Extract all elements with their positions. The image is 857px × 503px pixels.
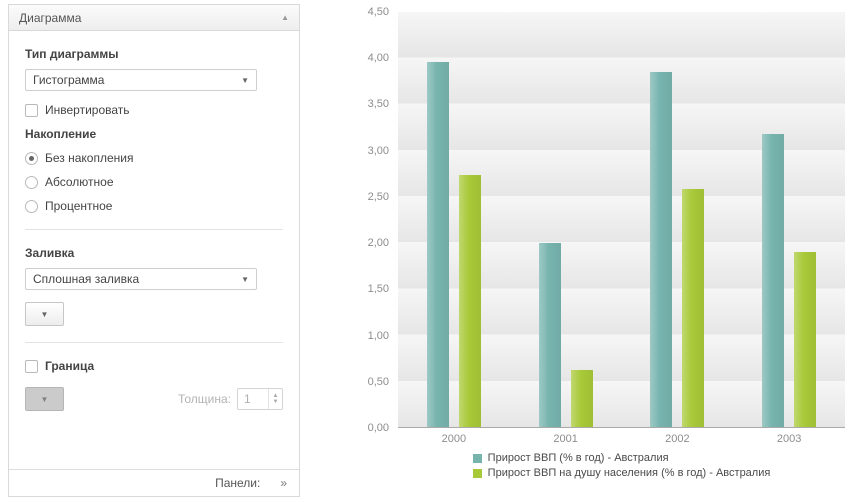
y-tick-label: 1,50	[367, 283, 389, 296]
bar-group	[398, 12, 510, 427]
chevron-down-icon: ▼	[241, 75, 249, 85]
legend-item[interactable]: Прирост ВВП на душу населения (% в год) …	[472, 467, 771, 479]
chart-settings-panel: Диаграмма ▲ Тип диаграммы Гистограмма ▼ …	[8, 4, 300, 497]
radio-percent[interactable]	[25, 199, 38, 213]
plot-area	[398, 12, 845, 428]
bar[interactable]	[458, 175, 481, 427]
thickness-label: Толщина:	[177, 392, 231, 406]
panel-header: Диаграмма ▲	[9, 5, 299, 31]
divider	[25, 342, 283, 343]
legend-item[interactable]: Прирост ВВП (% в год) - Австралия	[472, 452, 771, 464]
panel-title: Диаграмма	[19, 10, 82, 25]
y-tick-label: 4,50	[367, 6, 389, 18]
bar[interactable]	[682, 189, 705, 427]
bar[interactable]	[570, 369, 593, 427]
border-color-button: ▼	[25, 387, 64, 411]
y-tick-label: 1,00	[367, 329, 389, 342]
y-tick-label: 0,50	[367, 375, 389, 388]
border-checkbox-label[interactable]: Граница	[45, 359, 95, 373]
x-tick-label: 2003	[776, 433, 802, 445]
thickness-value: 1	[244, 392, 251, 406]
radio-no-stacking-label[interactable]: Без накопления	[45, 151, 134, 165]
panel-content: Тип диаграммы Гистограмма ▼ Инвертироват…	[9, 31, 299, 423]
x-tick-label: 2002	[665, 433, 690, 445]
expand-panels-icon[interactable]: »	[280, 476, 287, 490]
legend-swatch	[472, 468, 482, 478]
thickness-group: Толщина: 1 ▲ ▼	[178, 388, 283, 410]
panels-label: Панели:	[215, 476, 261, 490]
invert-checkbox-row: Инвертировать	[25, 103, 283, 117]
fill-color-button[interactable]: ▼	[25, 302, 64, 326]
invert-checkbox-label[interactable]: Инвертировать	[45, 103, 130, 117]
bar-group	[622, 12, 734, 427]
border-controls-row: ▼ Толщина: 1 ▲ ▼	[25, 387, 283, 411]
y-tick-label: 2,00	[367, 237, 389, 250]
stepper-arrows: ▲ ▼	[268, 389, 282, 409]
collapse-panel-icon[interactable]: ▲	[281, 13, 289, 22]
radio-no-stacking[interactable]	[25, 151, 38, 165]
radio-absolute[interactable]	[25, 175, 38, 189]
chevron-down-icon: ▼	[40, 309, 49, 319]
legend-label: Прирост ВВП (% в год) - Австралия	[487, 452, 669, 464]
fill-type-select[interactable]: Сплошная заливка ▼	[25, 268, 257, 290]
thickness-stepper: 1 ▲ ▼	[237, 388, 283, 410]
y-tick-label: 0,00	[367, 422, 389, 434]
bar-group	[510, 12, 622, 427]
panels-footer: Панели: »	[9, 469, 299, 496]
x-axis: 2000 2001 2002 2003	[398, 428, 845, 445]
stacking-label: Накопление	[25, 127, 97, 141]
y-tick-label: 3,50	[367, 98, 389, 111]
border-checkbox[interactable]	[25, 359, 38, 373]
stepper-down-icon: ▼	[272, 399, 279, 405]
chevron-down-icon: ▼	[40, 394, 49, 404]
radio-absolute-label[interactable]: Абсолютное	[45, 175, 114, 189]
bar[interactable]	[538, 242, 561, 427]
legend-items: Прирост ВВП (% в год) - Австралия Прирост…	[472, 452, 771, 479]
y-tick-label: 4,00	[367, 52, 389, 65]
invert-checkbox[interactable]	[25, 103, 38, 117]
chart-type-value: Гистограмма	[33, 73, 105, 87]
y-axis: 0,00 0,50 1,00 1,50 2,00 2,50 3,00 3,50 4,00 4,50	[355, 6, 398, 434]
divider	[25, 229, 283, 230]
border-checkbox-row: Граница	[25, 359, 283, 373]
legend-label: Прирост ВВП на душу населения (% в год) …	[487, 467, 771, 479]
bar[interactable]	[762, 133, 785, 427]
stacking-option-row: Абсолютное	[25, 175, 283, 189]
chart-canvas[interactable]: 0,00 0,50 1,00 1,50 2,00 2,50 3,00 3,50 4,00 4,50…	[355, 6, 849, 479]
fill-type-value: Сплошная заливка	[33, 272, 140, 286]
fill-label: Заливка	[25, 246, 75, 260]
chevron-down-icon: ▼	[241, 274, 249, 284]
bar[interactable]	[426, 61, 449, 427]
stepper-up-icon: ▲	[272, 393, 279, 399]
y-tick-label: 3,00	[367, 144, 389, 157]
bar[interactable]	[794, 251, 817, 427]
chart-legend: Прирост ВВП (% в год) - Австралия Прирост…	[398, 452, 845, 479]
legend-swatch	[472, 453, 482, 463]
bar-group	[733, 12, 845, 427]
chart-type-select[interactable]: Гистограмма ▼	[25, 69, 257, 91]
chart-type-label: Тип диаграммы	[25, 47, 119, 61]
bar[interactable]	[650, 71, 673, 427]
stacking-option-row: Без накопления	[25, 151, 283, 165]
plot-row: 0,00 0,50 1,00 1,50 2,00 2,50 3,00 3,50 4,00 4,50	[355, 6, 849, 434]
x-tick-label: 2001	[553, 433, 578, 445]
x-tick-label: 2000	[441, 433, 467, 445]
y-tick-label: 2,50	[367, 190, 389, 203]
stacking-option-row: Процентное	[25, 199, 283, 213]
radio-percent-label[interactable]: Процентное	[45, 199, 113, 213]
